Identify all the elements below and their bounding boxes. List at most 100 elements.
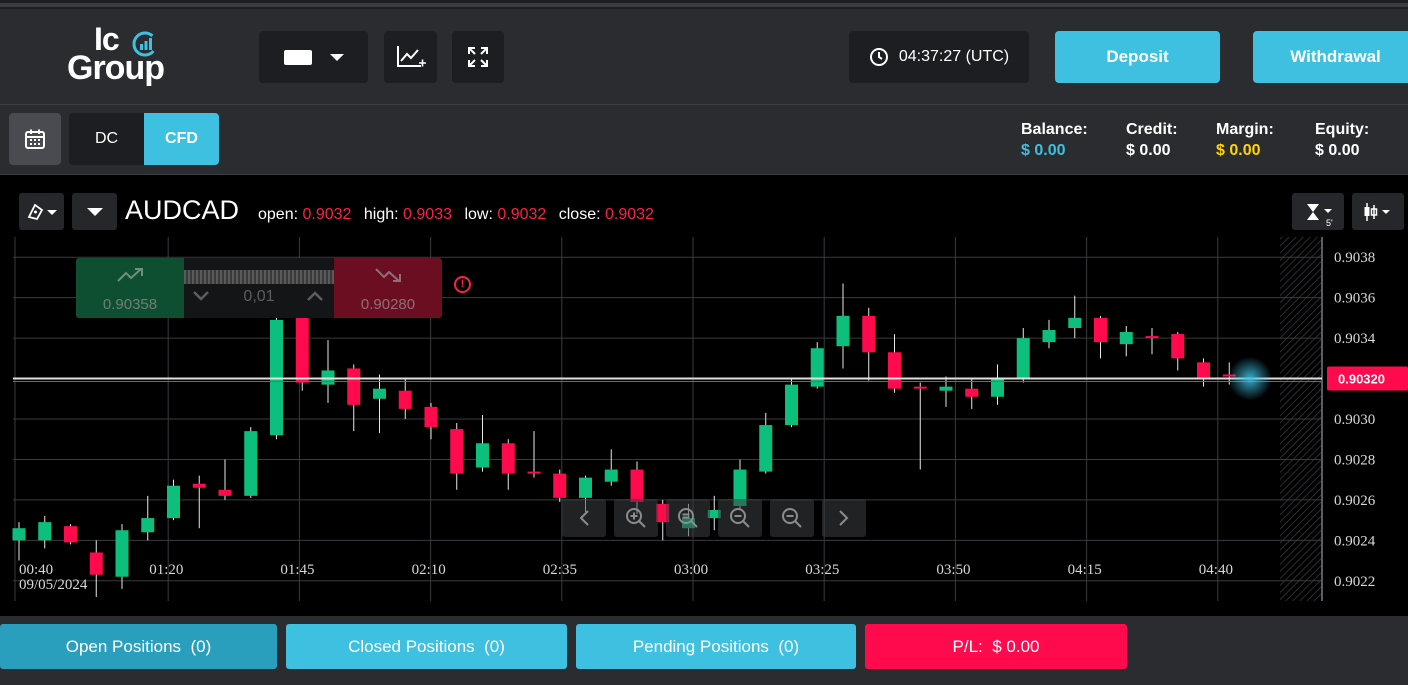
candle-body [424,406,438,428]
y-tick-label: 0.9022 [1334,574,1375,590]
expand-icon [468,47,488,67]
candlestick-chart[interactable]: 0.9038 0.9036 0.9034 0.9032 0.9030 0.9028 0.90… [0,175,1408,617]
closed-positions-count: (0) [484,636,505,656]
positions-bar: Open Positions (0) Closed Positions (0) … [0,616,1408,685]
high-value: 0.9033 [403,206,452,223]
zoom-out-button[interactable] [718,499,762,537]
pending-positions-count: (0) [778,636,800,656]
deposit-button[interactable]: Deposit [1055,31,1220,83]
scroll-left-button[interactable] [562,499,606,537]
zoom-in-button[interactable] [614,499,658,537]
calendar-icon [25,129,45,149]
candle-body [1068,317,1082,328]
credit-label: Credit: [1126,121,1178,138]
quick-trade-widget: 0.90358 0,01 0.90280 [76,258,442,318]
open-positions-tab[interactable]: Open Positions (0) [0,624,277,669]
logo-line2: Group [67,49,165,87]
candle-body [1171,334,1185,359]
x-tick-label: 04:40 [1199,562,1233,578]
lot-size[interactable]: 0,01 [243,288,275,305]
candle-body [630,469,644,502]
pl-label: P/L: [952,636,983,656]
x-date-label: 09/05/2024 [19,577,88,593]
chevron-down-icon [86,207,103,216]
balance-block: Balance: $ 0.00 [1021,121,1088,160]
logo[interactable]: Ic Group [60,21,190,91]
buy-price: 0.90358 [102,296,158,313]
y-tick-label: 0.9028 [1334,452,1375,468]
close-value: 0.9032 [604,206,654,223]
candle-body [991,378,1004,397]
pending-positions-tab[interactable]: Pending Positions (0) [576,624,856,669]
candle-body [347,368,361,405]
chevron-up-icon[interactable] [306,290,324,302]
clock-icon [869,48,888,66]
trend-up-icon [117,268,143,282]
candle-body [527,471,541,474]
header: Ic Group 04:37:27 (UTC) Deposit Withdraw [0,9,1408,105]
add-indicator-button[interactable] [384,31,437,83]
zoom-reset-button[interactable] [666,499,710,537]
symbol-dropdown-button[interactable] [72,193,117,230]
x-tick-label: 03:50 [936,562,970,578]
margin-label: Margin: [1216,121,1274,138]
candle-body [1119,332,1133,345]
zoom-out-more-button[interactable] [770,499,814,537]
x-tick-label: 03:25 [805,562,839,578]
flag-icon [283,49,312,65]
sell-button[interactable]: 0.90280 [334,258,442,318]
buy-button[interactable]: 0.90358 [76,258,184,318]
y-tick-label: 0.9024 [1334,533,1376,549]
x-tick-label: 03:00 [674,562,708,578]
sell-price: 0.90280 [360,296,416,313]
candle-body [38,522,52,541]
withdrawal-button[interactable]: Withdrawal [1253,31,1408,83]
mode-dc-button[interactable]: DC [69,113,144,165]
candle-body [1094,317,1107,343]
mode-cfd-button[interactable]: CFD [144,113,219,165]
closed-positions-tab[interactable]: Closed Positions (0) [286,624,567,669]
candle-body [64,526,77,543]
candle-body [321,370,335,385]
open-positions-count: (0) [190,636,212,656]
chevron-down-icon [329,53,344,61]
candle-body [604,469,618,482]
candle-body [553,473,567,498]
open-label: open: [258,206,299,223]
closed-positions-label: Closed Positions [348,636,475,656]
equity-label: Equity: [1315,121,1370,138]
credit-block: Credit: $ 0.00 [1126,121,1178,160]
chevron-right-icon [839,510,849,526]
candle-body [167,485,180,519]
timeframe-button[interactable]: 5' [1292,193,1344,230]
x-tick-label: 02:35 [543,562,577,578]
fullscreen-button[interactable] [452,31,504,83]
candle-body [373,388,386,399]
candle-body [810,348,824,387]
server-clock: 04:37:27 (UTC) [849,31,1029,83]
x-tick-label: 02:10 [412,562,446,578]
chart-type-button[interactable] [1352,193,1404,230]
candle-body [836,315,850,347]
candle-body [888,352,901,389]
candle-body [295,317,309,383]
drawing-tools-button[interactable] [19,193,64,230]
candle-body [218,489,232,496]
margin-value: $ 0.00 [1216,142,1261,159]
scroll-right-button[interactable] [822,499,866,537]
candle-body [192,483,206,488]
low-label: low: [464,206,493,223]
calendar-button[interactable] [9,113,61,165]
chevron-down-icon[interactable] [192,290,210,302]
clock-time: 04:37:27 (UTC) [898,48,1010,65]
y-tick-label: 0.9030 [1334,412,1375,428]
live-price-glow [1228,356,1272,401]
candle-body [707,510,721,519]
pending-positions-label: Pending Positions [632,636,769,656]
warning-icon[interactable]: ! [454,276,471,293]
candle-body [450,429,464,474]
lot-slider[interactable] [184,270,334,284]
ohlc-readout: open: 0.9032 high: 0.9033 low: 0.9032 cl… [258,206,662,224]
currency-selector[interactable] [259,31,368,83]
candle-body [862,315,876,353]
